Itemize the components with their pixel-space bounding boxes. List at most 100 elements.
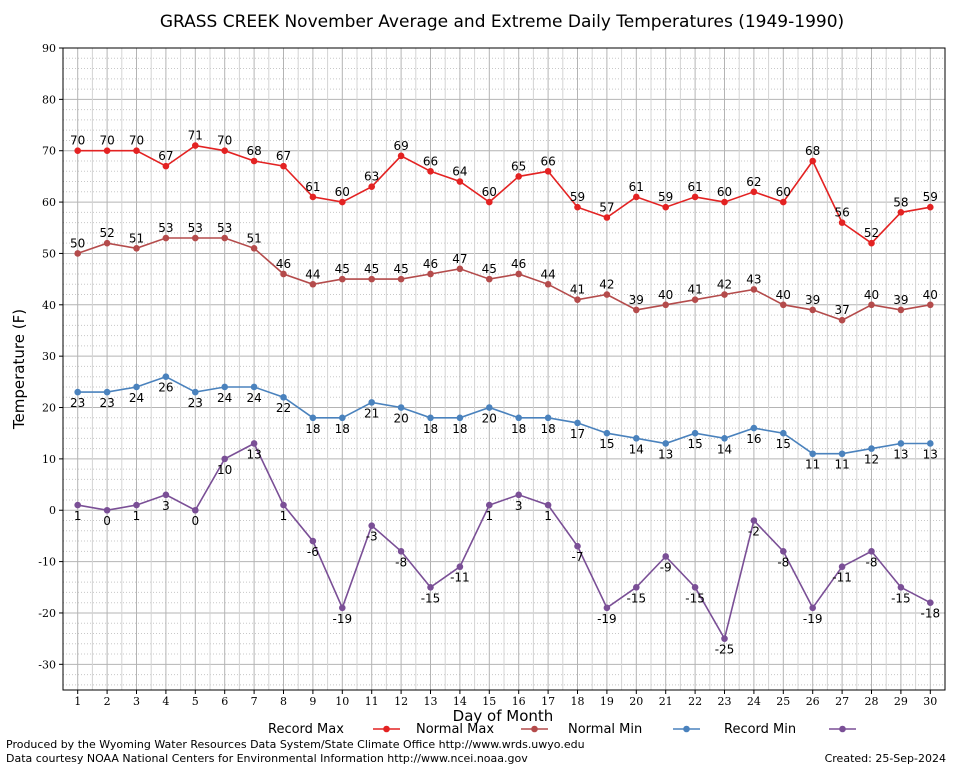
normal-min-point: [750, 424, 758, 432]
record-max-data-label: 67: [276, 149, 291, 163]
x-tick-label: 6: [221, 695, 228, 708]
normal-min-point: [721, 435, 728, 442]
y-tick-label: 80: [42, 93, 56, 106]
record-min-point: [103, 506, 111, 514]
x-tick-label: 4: [162, 695, 169, 708]
record-min-data-label: 1: [544, 509, 552, 523]
normal-max-series: 50 52 51 53 53 53 51 46 44 45 45 45 46 47 45 46 44 41 42 39…: [70, 221, 938, 324]
record-max-data-label: 59: [658, 190, 673, 204]
record-min-point: [633, 583, 640, 591]
record-max-data-label: 69: [393, 139, 408, 153]
normal-min-data-label: 26: [158, 381, 173, 395]
record-min-point: [603, 604, 611, 612]
normal-max-data-label: 41: [687, 283, 702, 297]
record-min-point: [574, 542, 581, 550]
y-tick-label: 10: [42, 453, 56, 466]
normal-max-data-label: 37: [834, 303, 849, 317]
normal-min-point: [838, 450, 846, 458]
record-max-point: [603, 214, 611, 221]
normal-min-point: [780, 429, 787, 437]
x-tick-label: 1: [74, 695, 81, 708]
record-min-point: [133, 501, 140, 509]
normal-min-data-label: 16: [746, 432, 761, 446]
record-max-data-label: 61: [629, 180, 644, 194]
normal-min-point: [544, 414, 552, 422]
normal-max-point: [633, 306, 640, 314]
record-min-point: [192, 506, 199, 514]
normal-min-point: [486, 404, 493, 411]
normal-max-point: [838, 316, 846, 324]
record-max-data-label: 70: [217, 134, 232, 148]
record-max-data-label: 58: [893, 195, 908, 209]
record-max-data-label: 59: [570, 190, 585, 204]
normal-min-data-label: 11: [805, 458, 820, 472]
normal-min-point: [250, 383, 258, 391]
normal-min-data-label: 18: [423, 422, 438, 436]
record-max-point: [868, 239, 875, 247]
record-min-data-label: 3: [515, 499, 523, 513]
record-max-point: [221, 147, 228, 155]
record-min-data-label: -19: [803, 612, 823, 626]
x-tick-label: 21: [659, 695, 673, 708]
record-max-data-label: 61: [687, 180, 702, 194]
normal-max-data-label: 44: [540, 267, 555, 281]
record-min-point: [662, 553, 669, 560]
record-min-data-label: 1: [485, 509, 493, 523]
normal-min-point: [103, 388, 111, 396]
x-tick-label: 3: [133, 695, 140, 708]
record-max-point: [368, 183, 376, 190]
record-max-data-label: 68: [805, 144, 820, 158]
record-max-data-label: 60: [717, 185, 732, 199]
x-tick-label: 29: [894, 695, 908, 708]
normal-max-point: [397, 275, 405, 283]
legend-label-normal-min: Normal Min: [568, 722, 642, 737]
normal-max-data-label: 43: [746, 272, 761, 286]
normal-max-data-label: 50: [70, 236, 85, 250]
normal-max-data-label: 40: [776, 288, 791, 302]
record-min-point: [397, 548, 405, 555]
series-layer: 70 70 70 67 71 70 68 67 61 60 63 69 66 64 60 65 66 59 57 61…: [70, 129, 940, 657]
normal-min-point: [133, 383, 140, 391]
normal-max-point: [897, 306, 905, 314]
normal-min-point: [691, 429, 699, 437]
y-tick-label: 90: [42, 42, 56, 55]
x-axis-label: Day of Month: [453, 707, 554, 725]
record-max-line: [77, 144, 931, 245]
record-max-data-label: 52: [864, 226, 879, 240]
normal-max-data-label: 53: [188, 221, 203, 235]
normal-max-data-label: 41: [570, 283, 585, 297]
record-max-point: [486, 198, 493, 206]
normal-max-point: [691, 296, 699, 303]
record-max-data-label: 70: [129, 134, 144, 148]
plot-frame: [62, 47, 946, 691]
x-tick-label: 2: [104, 695, 111, 708]
record-min-data-label: -15: [685, 591, 705, 605]
record-max-data-label: 64: [452, 165, 467, 179]
y-axis-label: Temperature (F): [10, 309, 28, 430]
normal-min-data-label: 15: [599, 437, 614, 451]
record-min-point: [309, 537, 317, 545]
normal-min-data-label: 18: [452, 422, 467, 436]
record-min-point: [280, 501, 287, 509]
record-max-point: [574, 203, 581, 211]
record-max-point: [897, 209, 905, 216]
normal-max-point: [662, 301, 669, 309]
record-min-data-label: -18: [920, 607, 940, 621]
record-max-data-label: 67: [158, 149, 173, 163]
normal-min-line: [77, 375, 931, 455]
record-max-point: [427, 167, 434, 175]
record-max-point: [280, 162, 287, 170]
normal-min-data-label: 24: [246, 391, 261, 405]
record-min-point: [750, 517, 758, 524]
normal-max-point: [74, 250, 81, 257]
record-max-data-label: 60: [482, 185, 497, 199]
y-tick-label: 0: [49, 504, 56, 517]
record-min-point: [868, 548, 875, 555]
record-min-point: [427, 583, 434, 591]
y-axis-ticks: -30 -20 -10 0 10 20 30 40 50 60 70 80 90: [38, 42, 63, 671]
normal-min-data-label: 23: [99, 396, 114, 410]
normal-min-data-label: 14: [717, 442, 732, 456]
record-min-data-label: -11: [450, 571, 470, 585]
record-max-point: [544, 167, 552, 175]
